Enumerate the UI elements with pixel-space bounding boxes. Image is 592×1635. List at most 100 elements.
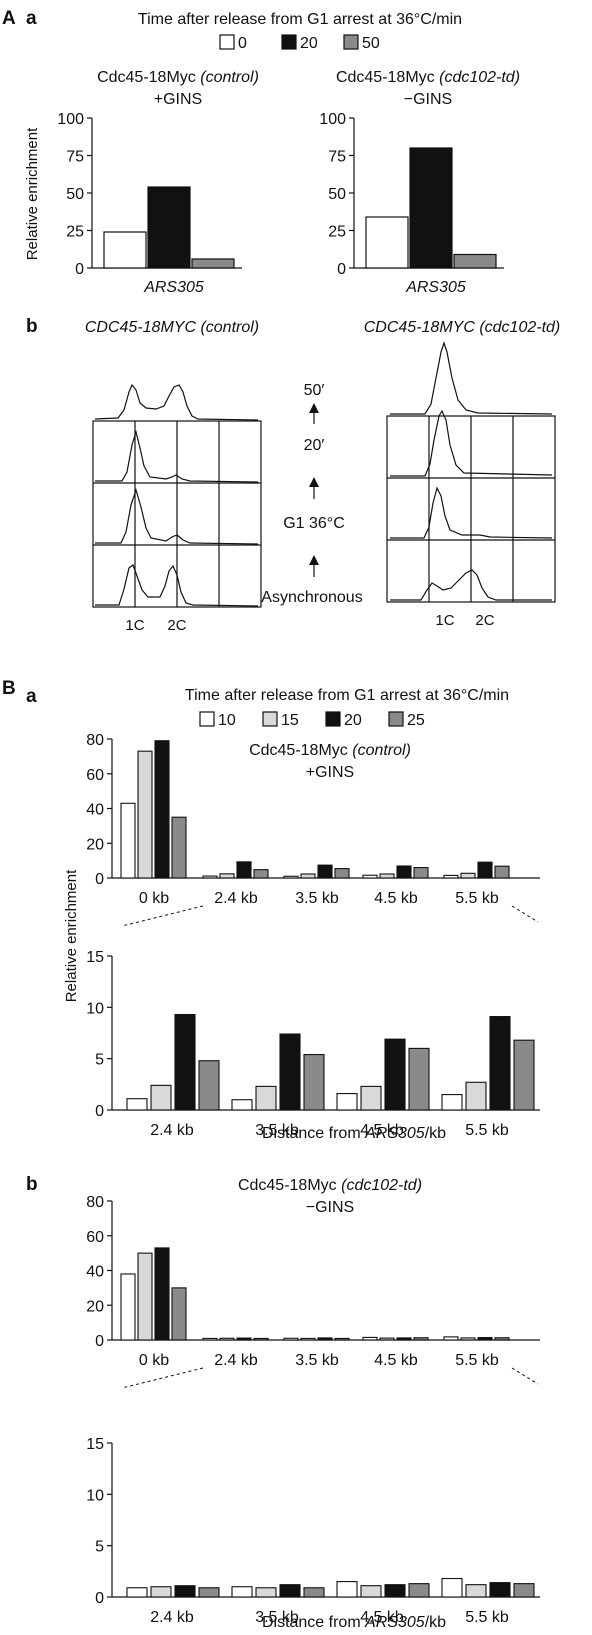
- chartB1-top-ytick-label: 80: [86, 732, 104, 749]
- panel-A-time-title: Time after release from G1 arrest at 36°…: [138, 11, 462, 28]
- chartB2-top-bar-20: [317, 1337, 333, 1341]
- chartB1-top-bar-15: [379, 873, 395, 879]
- chartB1-top-category-label: 2.4 kb: [214, 890, 258, 907]
- chartB2-zoom-ytick-label: 10: [86, 1487, 104, 1504]
- chartB2-zoom-bar-10: [126, 1587, 148, 1598]
- chart-Bb-xlabel: Distance from ARS305/kb: [262, 1614, 446, 1631]
- chartB1-top-bar-10: [202, 875, 218, 879]
- panel-B-time-title: Time after release from G1 arrest at 36°…: [185, 687, 509, 704]
- chartA2-ytick-label: 75: [328, 149, 346, 166]
- chartB2-zoom-bar-20: [489, 1582, 511, 1598]
- arrow-up-icon: [309, 555, 319, 577]
- flow-label-g1: G1 36°C: [283, 515, 345, 532]
- legend-label-0: 0: [238, 35, 247, 52]
- flow-timeline: 50′ 20′ G1 36°C Asynchronous: [261, 382, 362, 606]
- chart-Ba-title: Cdc45-18Myc (control): [249, 742, 411, 759]
- chartB2-zoom-category-label: 3.5 kb: [255, 1609, 299, 1626]
- chartB1-zoom-connector-right: [511, 905, 539, 923]
- legend-swatch-15: [262, 711, 278, 727]
- chartB2-zoom-bar-15: [255, 1587, 277, 1598]
- chart-Aa-left-subtitle: +GINS: [154, 91, 202, 108]
- legend-label-20: 20: [300, 35, 318, 52]
- panel-B-label: B: [2, 678, 16, 699]
- chart-Ba-xlabel: Distance from ARS305/kb: [262, 1125, 446, 1142]
- chartB2-zoom-bar-15: [150, 1586, 172, 1598]
- chartA1-bar-20: [147, 186, 191, 269]
- chartB2-zoom-category-label: 2.4 kb: [150, 1609, 194, 1626]
- chartB2-top-bar-25: [334, 1337, 350, 1341]
- flow-left-histograms: [94, 383, 259, 607]
- chartB2-zoom-bar-25: [198, 1587, 220, 1598]
- chartB2-top-bar-10: [120, 1273, 136, 1341]
- chartB2-zoom-ytick-label: 0: [95, 1590, 104, 1607]
- chartB1-top-ytick-label: 0: [95, 871, 104, 888]
- chartB1-top-ytick-label: 40: [86, 802, 104, 819]
- chart-Ba: 0 20 40 60 80 0 kb 2.4 kb 3.5 kb 4.5 kb 5.5 kb 0 5 1…: [86, 732, 540, 1139]
- chartB1-top-category-label: 3.5 kb: [295, 890, 339, 907]
- chartB2-top-ytick-label: 60: [86, 1229, 104, 1246]
- chartB2-zoom-bar-10: [441, 1577, 463, 1598]
- chart-Bb-subtitle: −GINS: [306, 1199, 354, 1216]
- chartB1-zoom-category-label: 3.5 kb: [255, 1122, 299, 1139]
- chartB2-zoom-ytick-label: 5: [95, 1539, 104, 1556]
- chartB1-zoom-bar-25: [198, 1060, 220, 1111]
- chartB1-zoom-bar-15: [465, 1081, 487, 1111]
- chartB1-zoom-category-label: 5.5 kb: [465, 1122, 509, 1139]
- chartB1-zoom-bar-25: [303, 1054, 325, 1111]
- chartA2-bar-0: [365, 216, 409, 269]
- chartB2-zoom-bar-25: [303, 1587, 325, 1598]
- chartB1-top-bar-25: [494, 865, 510, 879]
- chartB2-zoom-category-label: 5.5 kb: [465, 1609, 509, 1626]
- chart-Bb-title: Cdc45-18Myc (cdc102-td): [238, 1177, 422, 1194]
- chartA1-ytick-label: 75: [66, 149, 84, 166]
- flow-right-2C-label: 2C: [475, 612, 494, 629]
- chartB1-zoom-bar-20: [174, 1013, 196, 1111]
- arrow-up-icon: [309, 477, 319, 499]
- chartB2-zoom-connector-left: [121, 1367, 204, 1389]
- chartB1-top-category-label: 4.5 kb: [374, 890, 418, 907]
- chartA1-ytick-label: 25: [66, 224, 84, 241]
- legend-swatch-0: [219, 34, 235, 50]
- chartB1-top-ytick-label: 60: [86, 767, 104, 784]
- flow-left-title: CDC45-18MYC (control): [85, 319, 259, 336]
- panel-Ba-label: a: [26, 686, 37, 707]
- flow-label-50min: 50′: [304, 382, 325, 399]
- flow-label-20min: 20′: [304, 437, 325, 454]
- chartB2-top-bar-15: [379, 1337, 395, 1341]
- chartB2-zoom-bar-10: [231, 1586, 253, 1598]
- chartA1-ytick-label: 100: [57, 111, 84, 128]
- chartB1-top-bar-25: [413, 867, 429, 879]
- chartB1-zoom-bar-25: [513, 1039, 535, 1111]
- legend-label-10: 10: [218, 712, 236, 729]
- chartB1-zoom-bar-20: [489, 1016, 511, 1111]
- chartB1-top-bar-15: [219, 873, 235, 879]
- legend-swatch-20: [325, 711, 341, 727]
- chartB1-top-category-label: 5.5 kb: [455, 890, 499, 907]
- chartB1-top-bar-20: [396, 865, 412, 879]
- chartB1-zoom-bar-15: [255, 1085, 277, 1111]
- chartB1-zoom-connector-left: [121, 905, 204, 927]
- chartB1-top-bar-15: [460, 872, 476, 879]
- chartB2-top-bar-25: [413, 1337, 429, 1341]
- chartA2-bar-50: [453, 253, 497, 269]
- chartA2-ytick-label: 25: [328, 224, 346, 241]
- chartB2-top-ytick-label: 40: [86, 1264, 104, 1281]
- chartB1-top-bar-25: [253, 869, 269, 879]
- chartB2-top-ytick-label: 20: [86, 1298, 104, 1315]
- chartB1-zoom-bar-20: [279, 1033, 301, 1111]
- chartB2-zoom-ytick-label: 15: [86, 1436, 104, 1453]
- chartB1-top-bar-20: [477, 861, 493, 879]
- flow-right-grid: [386, 415, 556, 603]
- chartB1-zoom-ytick-label: 5: [95, 1052, 104, 1069]
- chartB1-top-category-label: 0 kb: [139, 890, 169, 907]
- chartB1-top-bar-15: [300, 873, 316, 879]
- chartA2-xlabel: ARS305: [405, 279, 466, 296]
- legend-swatch-20: [281, 34, 297, 50]
- chart-Aa-ylabel: Relative enrichment: [24, 127, 41, 260]
- chartB1-top-bar-15: [137, 750, 153, 879]
- arrow-up-icon: [309, 403, 319, 424]
- chartB2-top-ytick-label: 80: [86, 1194, 104, 1211]
- chartB2-top-bar-10: [362, 1336, 378, 1341]
- chartB1-zoom-bar-10: [441, 1094, 463, 1111]
- flow-right-title: CDC45-18MYC (cdc102-td): [364, 319, 561, 336]
